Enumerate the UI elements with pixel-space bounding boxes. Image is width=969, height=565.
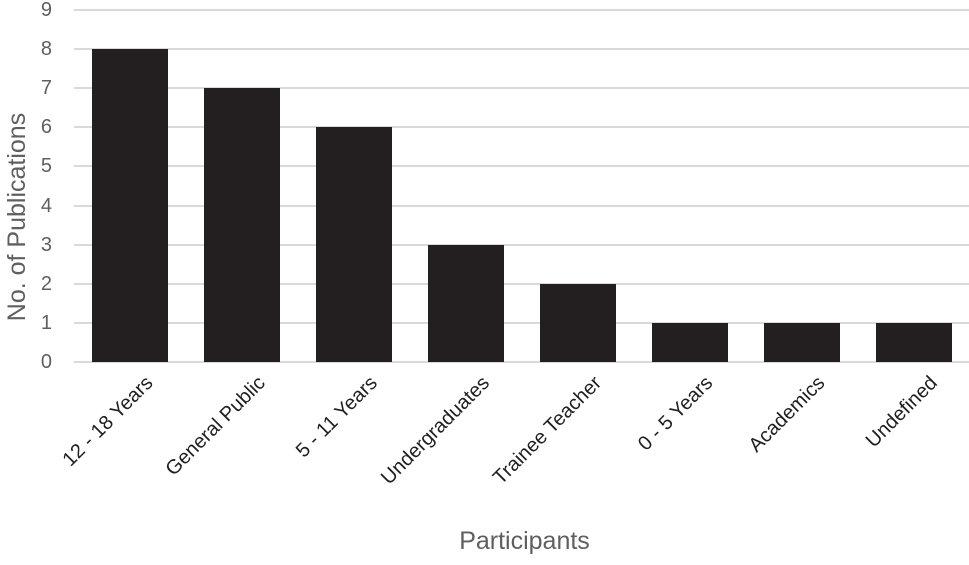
y-tick-label: 9 <box>40 0 52 21</box>
x-category-label: Undergraduates <box>376 372 494 489</box>
gridline <box>74 126 969 129</box>
x-category-label: Academics <box>744 372 830 457</box>
y-tick-label: 8 <box>40 38 52 61</box>
gridline <box>74 361 969 363</box>
y-tick-label: 6 <box>40 116 52 139</box>
x-category-label: 12 - 18 Years <box>58 372 158 471</box>
gridline <box>74 243 969 246</box>
y-tick-label: 5 <box>40 155 52 178</box>
gridline <box>74 9 969 11</box>
y-tick-label: 7 <box>40 77 52 100</box>
gridline <box>74 87 969 90</box>
y-tick-label: 0 <box>40 351 52 373</box>
x-category-label: General Public <box>161 372 270 481</box>
y-tick-label: 2 <box>40 272 52 295</box>
y-tick-label: 4 <box>40 194 52 217</box>
bar-5 - 11 Years <box>316 127 392 362</box>
x-category-label: 5 - 11 Years <box>291 372 382 462</box>
x-category-label: 0 - 5 Years <box>634 372 718 456</box>
bar-Academics <box>764 322 840 362</box>
gridline <box>74 165 969 168</box>
x-category-label: Undefined <box>861 372 942 453</box>
bar-Trainee Teacher <box>540 283 616 362</box>
x-axis-title: Participants <box>459 527 590 555</box>
y-tick-label: 3 <box>40 233 52 256</box>
gridline <box>74 321 969 324</box>
bar-Undefined <box>876 322 952 362</box>
gridline <box>74 282 969 285</box>
y-tick-label: 1 <box>40 311 52 334</box>
bar-General Public <box>204 88 280 362</box>
bar-12 - 18 Years <box>92 49 168 362</box>
bar-Undergraduates <box>428 244 504 362</box>
bar-0 - 5 Years <box>652 322 728 362</box>
x-category-label: Trainee Teacher <box>488 372 606 489</box>
gridline <box>74 204 969 207</box>
gridline <box>74 48 969 51</box>
